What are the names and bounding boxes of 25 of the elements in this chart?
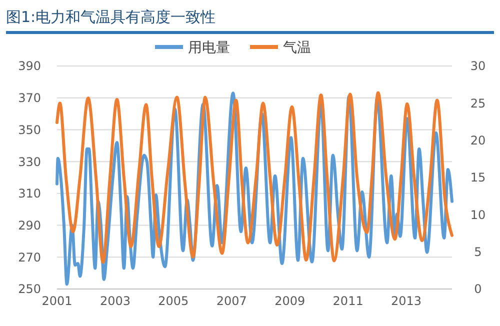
y-tick-label: 310 <box>18 186 41 201</box>
x-tick-label: 2007 <box>216 294 247 308</box>
y2-tick-label: 30 <box>470 59 486 74</box>
y2-tick-label: 15 <box>470 170 486 185</box>
y-tick-label: 250 <box>18 282 41 296</box>
chart-title: 图1:电力和气温具有高度一致性 <box>6 8 216 26</box>
x-tick-label: 2013 <box>391 294 422 308</box>
y-tick-label: 270 <box>18 250 41 264</box>
y2-tick-label: 10 <box>470 208 486 222</box>
legend-label: 用电量 <box>188 40 230 56</box>
y2-tick-label: 0 <box>474 282 482 296</box>
y-tick-label: 350 <box>18 122 41 137</box>
x-tick-label: 2005 <box>158 294 189 308</box>
y-tick-label: 330 <box>18 154 41 169</box>
y2-tick-label: 5 <box>474 245 482 260</box>
x-tick-label: 2011 <box>332 294 364 308</box>
x-tick-label: 2001 <box>42 294 72 308</box>
y-tick-label: 290 <box>18 218 41 232</box>
legend-label: 气温 <box>283 40 311 56</box>
y-tick-label: 390 <box>18 59 41 74</box>
y-tick-label: 370 <box>18 91 41 106</box>
y2-tick-label: 20 <box>470 134 486 148</box>
x-tick-label: 2003 <box>100 294 130 308</box>
x-tick-label: 2009 <box>274 294 306 308</box>
y2-tick-label: 25 <box>470 96 486 110</box>
